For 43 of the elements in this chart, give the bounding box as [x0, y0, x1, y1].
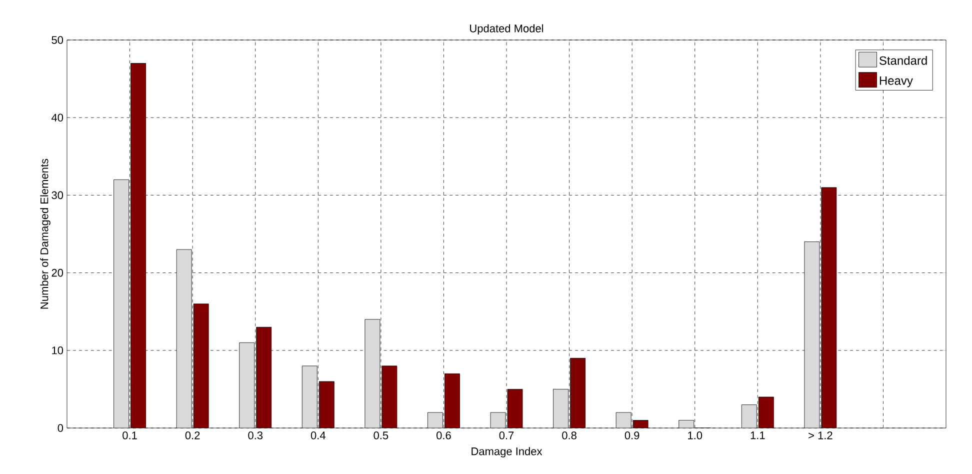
x-tick-label: 0.1: [122, 432, 137, 440]
y-axis-title: Number of Damaged Elements: [40, 158, 50, 309]
x-tick-label: 1.0: [688, 432, 702, 440]
bar: [176, 249, 192, 428]
bar: [616, 412, 632, 428]
bar: [382, 366, 398, 428]
bar: [256, 326, 272, 428]
bar: [444, 373, 460, 428]
bar: [239, 342, 255, 428]
legend-label: Heavy: [880, 76, 913, 88]
x-tick-label: 0.4: [310, 432, 326, 440]
x-tick-label: 0.3: [248, 432, 263, 440]
bar: [193, 304, 209, 428]
x-tick-label: > 1.2: [808, 432, 832, 440]
bar: [821, 187, 837, 428]
y-tick-label: 20: [52, 268, 64, 277]
y-tick-label: 0: [58, 424, 64, 432]
bar: [130, 63, 146, 428]
legend-label: Standard: [879, 56, 927, 65]
x-tick-label: 0.8: [562, 432, 576, 440]
bar: [507, 389, 523, 428]
bar: [364, 319, 380, 428]
bar: [570, 358, 586, 428]
bar: [302, 366, 318, 428]
x-axis-title: Damage Index: [472, 447, 542, 458]
bar: [553, 389, 568, 428]
y-tick-label: 40: [51, 114, 64, 122]
chart-title: Updated Model: [470, 24, 544, 34]
bar: [428, 412, 443, 428]
x-tick-label: 1.1: [750, 432, 765, 440]
x-tick-label: 0.6: [436, 432, 451, 440]
bar: [758, 396, 774, 428]
y-tick-label: 10: [52, 346, 64, 354]
x-tick-label: 0.7: [499, 432, 514, 440]
y-tick-label: 30: [52, 191, 64, 200]
x-tick-label: 0.2: [185, 432, 200, 440]
x-tick-label: 0.9: [624, 432, 640, 440]
x-tick-label: 0.5: [374, 432, 388, 440]
bar: [741, 404, 757, 428]
bar: [114, 179, 129, 428]
bar: [804, 242, 820, 428]
y-tick-label: 50: [52, 36, 64, 44]
bar: [318, 381, 334, 428]
